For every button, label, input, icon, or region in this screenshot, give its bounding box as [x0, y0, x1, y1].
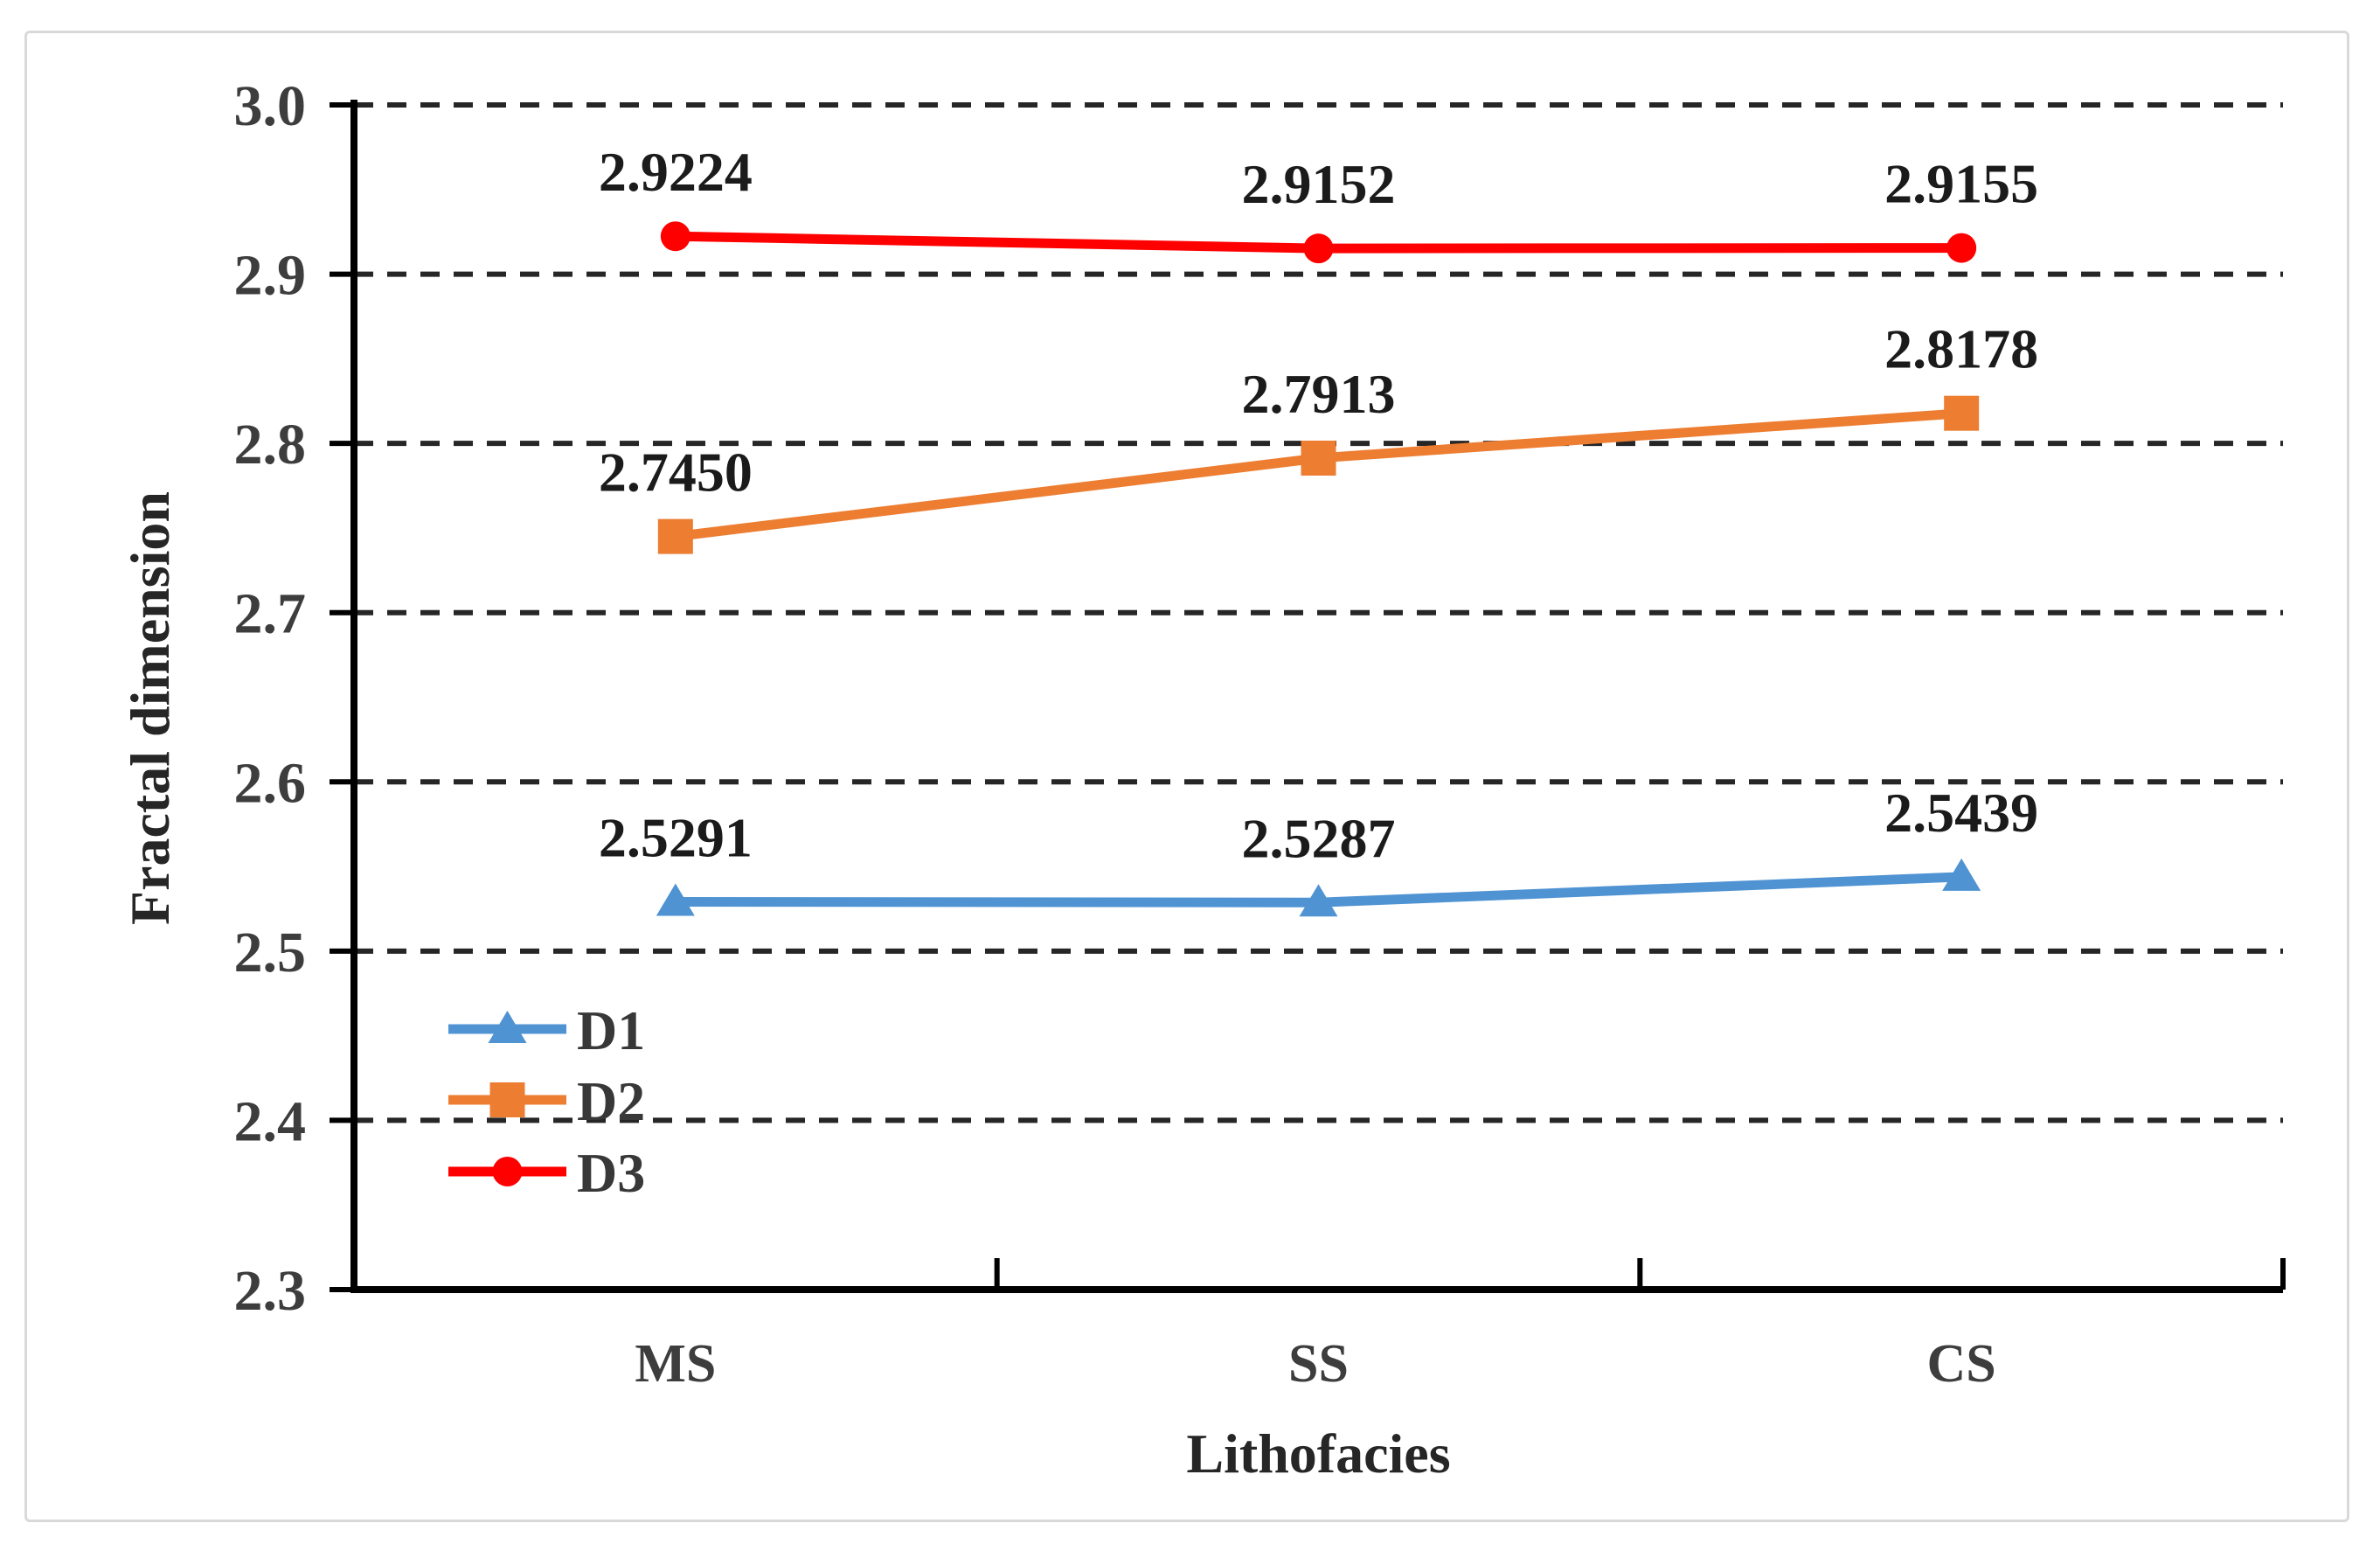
category-label-CS: CS: [1927, 1334, 1996, 1394]
data-label-D1-CS: 2.5439: [1884, 782, 2038, 844]
series-D1-marker-MS: [656, 883, 695, 916]
data-label-D2-SS: 2.7913: [1242, 363, 1396, 425]
y-tick-label: 2.4: [234, 1089, 307, 1153]
data-label-D3-SS: 2.9152: [1242, 153, 1396, 215]
y-tick-label: 2.7: [234, 582, 307, 646]
category-label-MS: MS: [635, 1334, 716, 1394]
data-label-D2-CS: 2.8178: [1884, 318, 2038, 380]
y-tick-label: 2.6: [234, 751, 307, 815]
series-D3-marker-CS: [1946, 233, 1977, 263]
data-label-D1-MS: 2.5291: [599, 807, 753, 869]
series-D3-marker-SS: [1303, 233, 1334, 264]
y-tick-label: 2.8: [234, 413, 307, 476]
y-tick-label: 2.3: [234, 1259, 307, 1323]
legend-label-D1: D1: [577, 999, 645, 1061]
series-D1-marker-SS: [1299, 884, 1338, 917]
data-label-D1-SS: 2.5287: [1242, 807, 1396, 869]
data-label-D2-MS: 2.7450: [599, 442, 753, 504]
y-axis-title: Fractal dimension: [119, 491, 181, 925]
category-label-SS: SS: [1288, 1334, 1349, 1394]
series-D3-marker-MS: [660, 221, 690, 252]
legend-label-D3: D3: [577, 1142, 645, 1204]
y-tick-label: 2.5: [234, 921, 307, 984]
series-D2-marker-SS: [1301, 440, 1336, 476]
x-axis-title: Lithofacies: [1186, 1422, 1451, 1485]
legend-swatch-D3: [492, 1157, 523, 1186]
y-tick-label: 3.0: [234, 74, 307, 138]
series-D2-marker-MS: [657, 518, 693, 554]
figure-frame: [24, 31, 2349, 1522]
data-label-D3-CS: 2.9155: [1884, 153, 2038, 215]
series-D1-marker-CS: [1942, 858, 1981, 891]
series-D2-marker-CS: [1944, 395, 1980, 431]
legend-swatch-D2: [489, 1082, 525, 1117]
legend-swatch-D1: [488, 1011, 527, 1043]
data-label-D3-MS: 2.9224: [599, 141, 753, 203]
y-tick-label: 2.9: [234, 244, 307, 308]
legend-label-D2: D2: [577, 1070, 645, 1132]
